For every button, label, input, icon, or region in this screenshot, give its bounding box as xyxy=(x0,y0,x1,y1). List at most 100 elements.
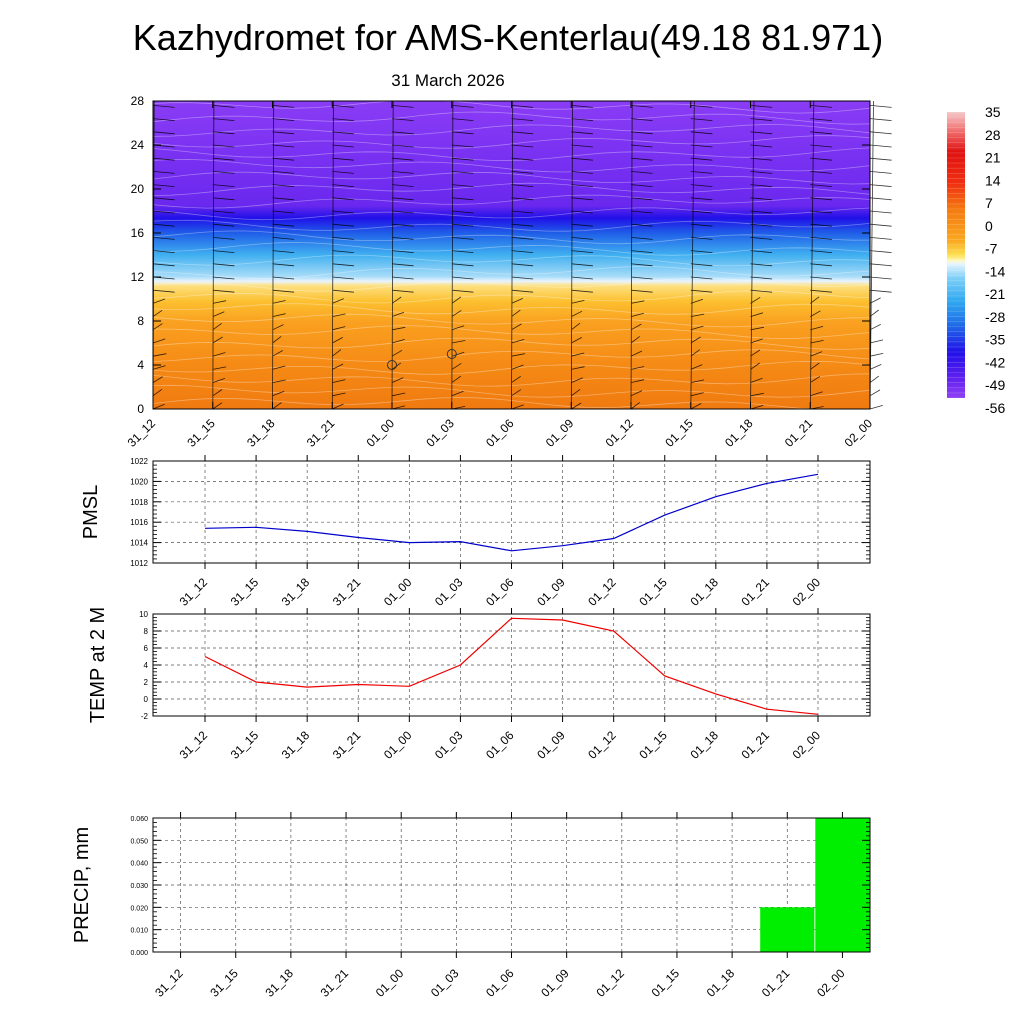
precip-bar xyxy=(815,818,870,952)
wind-barbs xyxy=(152,100,892,410)
x-tick-label: 01_06 xyxy=(483,966,517,1000)
temp-2m-axis-label: TEMP at 2 M xyxy=(87,607,109,723)
y-tick-label: 1018 xyxy=(130,498,148,507)
colorbar-label: 7 xyxy=(985,195,993,211)
wind-barb-column xyxy=(272,100,295,410)
x-tick-label: 31_12 xyxy=(177,728,211,762)
x-tick-label: 01_09 xyxy=(534,728,568,762)
x-tick-label: 01_12 xyxy=(585,728,619,762)
colorbar-label: -7 xyxy=(985,241,998,257)
x-tick-label: 01_06 xyxy=(483,575,517,609)
x-tick-label: 01_00 xyxy=(381,575,415,609)
pmsl-series-line xyxy=(204,473,819,552)
colorbar-label: 21 xyxy=(985,150,1001,166)
precip-bar xyxy=(760,907,815,952)
colorbar-label: 14 xyxy=(985,172,1001,188)
colorbar-label: 0 xyxy=(985,218,993,234)
colorbar-label: -42 xyxy=(985,355,1005,371)
colorbar-label: -35 xyxy=(985,332,1005,348)
x-tick-label: 01_15 xyxy=(636,575,670,609)
y-tick-label: 2 xyxy=(144,678,149,687)
x-tick-label: 01_09 xyxy=(538,966,572,1000)
colorbar-label: 28 xyxy=(985,127,1001,143)
wind-barb-column xyxy=(212,100,235,410)
colorbar-label: -28 xyxy=(985,309,1005,325)
y-tick-label: 20 xyxy=(131,182,145,196)
colorbar-scale xyxy=(947,112,965,398)
x-tick-label: 31_21 xyxy=(330,728,364,762)
y-tick-label: 0.000 xyxy=(130,950,148,957)
x-tick-label: 31_21 xyxy=(330,575,364,609)
y-tick-label: 16 xyxy=(131,226,145,240)
isotherm-line xyxy=(152,158,871,173)
wind-barb-column xyxy=(451,100,474,410)
y-tick-label: 0 xyxy=(137,402,144,416)
wind-barb-column xyxy=(331,100,354,410)
x-tick-label: 02_00 xyxy=(790,728,824,762)
y-tick-label: 0.010 xyxy=(130,928,148,935)
x-tick-label: 01_21 xyxy=(782,416,816,450)
wind-barb-column xyxy=(809,100,832,410)
x-tick-label: 01_15 xyxy=(662,416,696,450)
figure-subtitle: 31 March 2026 xyxy=(391,71,504,90)
x-tick-label: 31_15 xyxy=(207,966,241,1000)
x-tick-label: 01_03 xyxy=(432,728,466,762)
x-tick-label: 02_00 xyxy=(790,575,824,609)
x-tick-label: 01_18 xyxy=(687,728,721,762)
y-tick-label: 8 xyxy=(144,627,149,636)
isotherm-line xyxy=(152,219,871,232)
x-tick-label: 31_12 xyxy=(152,966,186,1000)
y-tick-label: 0.060 xyxy=(130,816,148,823)
wind-barb-column xyxy=(511,100,534,410)
wind-barb-column xyxy=(630,100,653,410)
x-tick-label: 01_00 xyxy=(381,728,415,762)
isotherm-line xyxy=(152,277,871,292)
colorbar-label: 35 xyxy=(985,104,1001,120)
x-tick-label: 01_12 xyxy=(603,416,637,450)
x-tick-label: 31_18 xyxy=(244,416,278,450)
isotherm-line xyxy=(152,124,871,137)
temp-2m-series-line xyxy=(204,617,819,715)
y-tick-label: 6 xyxy=(144,644,149,653)
y-tick-label: 0 xyxy=(144,695,149,704)
y-tick-label: 10 xyxy=(139,610,148,619)
calm-markers xyxy=(387,349,457,370)
x-tick-label: 01_21 xyxy=(759,966,793,1000)
x-tick-label: 31_15 xyxy=(184,416,218,450)
y-tick-label: 12 xyxy=(131,270,145,284)
x-tick-label: 31_21 xyxy=(304,416,338,450)
isotherm-line xyxy=(152,266,871,279)
calm-wind-marker xyxy=(387,360,397,370)
x-tick-label: 01_15 xyxy=(636,728,670,762)
x-tick-label: 01_15 xyxy=(649,966,683,1000)
x-tick-label: 01_09 xyxy=(543,416,577,450)
x-tick-label: 01_09 xyxy=(534,575,568,609)
wind-barb-column xyxy=(391,100,414,410)
x-tick-label: 02_00 xyxy=(814,966,848,1000)
y-tick-label: 0.030 xyxy=(130,883,148,890)
precip-panel: 0.000 0.010 0.020 0.030 0.040 0.050 0.060 31_12… xyxy=(71,812,871,1000)
y-tick-label: 1022 xyxy=(130,457,148,466)
x-tick-label: 01_21 xyxy=(739,575,773,609)
x-tick-label: 01_00 xyxy=(364,416,398,450)
colorbar-label: -49 xyxy=(985,377,1005,393)
isotherm-line xyxy=(152,290,871,304)
x-tick-label: 31_18 xyxy=(279,728,313,762)
wind-barb-column xyxy=(750,100,773,410)
x-tick-label: 01_06 xyxy=(483,416,517,450)
isotherm-line xyxy=(152,230,871,245)
isotherm-line xyxy=(152,254,871,267)
x-tick-label: 01_12 xyxy=(585,575,619,609)
y-tick-label: 0.040 xyxy=(130,861,148,868)
x-tick-label: 01_21 xyxy=(739,728,773,762)
x-tick-label: 31_12 xyxy=(125,416,159,450)
x-tick-label: 31_15 xyxy=(228,575,262,609)
x-tick-label: 01_06 xyxy=(483,728,517,762)
x-tick-label: 01_00 xyxy=(373,966,407,1000)
figure-title: Kazhydromet for AMS-Kenterlau(49.18 81.9… xyxy=(133,17,883,58)
temperature-cross-section-panel: 0 4 8 12 16 20 24 28 31_12 31_15 31_18 31_21 01_00 01… xyxy=(125,94,892,450)
x-tick-label: 02_00 xyxy=(842,416,876,450)
x-tick-label: 01_18 xyxy=(704,966,738,1000)
colorbar-label: -14 xyxy=(985,263,1005,279)
